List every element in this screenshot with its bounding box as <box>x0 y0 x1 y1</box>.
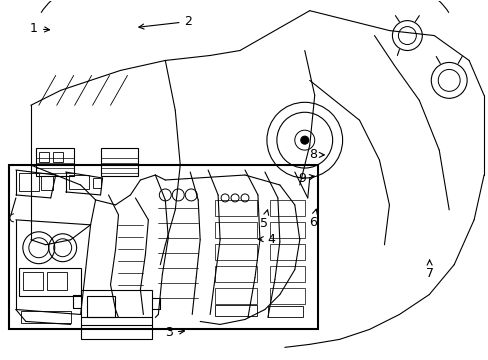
Text: 5: 5 <box>260 210 268 230</box>
Bar <box>101 148 138 176</box>
Bar <box>19 173 39 191</box>
Text: 9: 9 <box>297 172 314 185</box>
Bar <box>41 176 53 190</box>
Bar <box>53 152 62 162</box>
Bar <box>81 289 152 339</box>
Bar <box>215 200 256 216</box>
Text: 7: 7 <box>425 260 433 280</box>
Bar <box>269 266 304 282</box>
Bar <box>215 305 256 316</box>
Bar <box>269 222 304 238</box>
Bar <box>269 288 304 303</box>
Bar <box>39 152 49 162</box>
Bar <box>19 268 81 296</box>
Bar <box>269 244 304 260</box>
Bar <box>68 175 88 189</box>
Bar <box>215 288 256 303</box>
Bar <box>267 306 302 318</box>
Bar <box>92 178 101 188</box>
Text: 1: 1 <box>30 22 49 35</box>
Text: 3: 3 <box>165 326 184 339</box>
Bar <box>215 244 256 260</box>
Text: 8: 8 <box>308 148 324 161</box>
Bar <box>9 165 317 329</box>
Bar <box>86 296 114 318</box>
Text: 2: 2 <box>139 15 192 29</box>
Bar <box>215 266 256 282</box>
Circle shape <box>300 136 308 144</box>
Bar <box>23 272 42 289</box>
Bar <box>47 272 66 289</box>
Text: 6: 6 <box>308 209 317 229</box>
Text: 4: 4 <box>258 233 275 246</box>
Bar <box>36 148 74 176</box>
Bar <box>215 222 256 238</box>
Bar <box>269 200 304 216</box>
Bar <box>21 311 71 323</box>
